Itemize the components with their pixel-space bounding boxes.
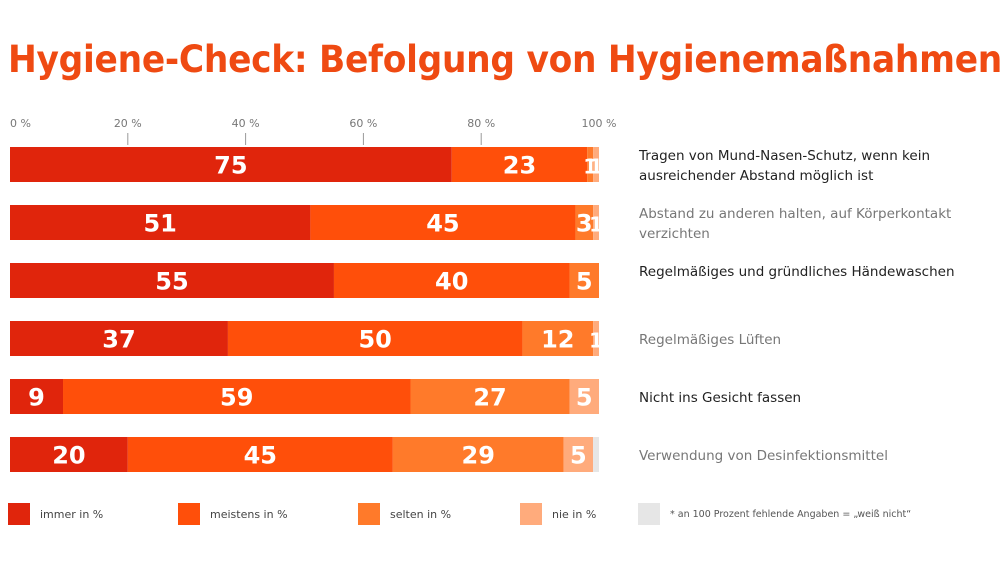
bar-segment: [227, 321, 523, 356]
bar-segment: [575, 205, 594, 240]
legend-label: nie in %: [552, 507, 597, 521]
bar-segment: [10, 147, 452, 182]
data-label: 20: [52, 442, 85, 470]
data-label: 45: [426, 210, 459, 238]
legend-label: immer in %: [40, 507, 104, 521]
bar-segment: [593, 205, 599, 240]
x-axis: 0 % 20 % 40 % 60 % 80 % 100 %: [10, 117, 616, 145]
data-label: 75: [214, 152, 247, 180]
chart-title: Hygiene-Check: Befolgung von Hygienemaßn…: [8, 38, 1000, 81]
data-label: 1: [589, 155, 603, 179]
data-label: 1: [589, 329, 603, 353]
legend-swatch: [358, 503, 380, 525]
data-label: 51: [143, 210, 176, 238]
data-label: 3: [576, 210, 593, 238]
footnote: * an 100 Prozent fehlende Angaben = „wei…: [638, 502, 911, 526]
legend-item: selten in %: [358, 502, 451, 526]
legend-item: meistens in %: [178, 502, 288, 526]
category-label: Regelmäßiges Lüften: [639, 332, 782, 348]
legend-label: selten in %: [390, 507, 452, 521]
bar-segment: [127, 437, 393, 472]
data-label: 45: [244, 442, 277, 470]
bar-segment: [451, 147, 588, 182]
bar-segment: [593, 147, 599, 182]
bar-row: 51 45 31: [10, 205, 603, 240]
data-label: 50: [358, 326, 391, 354]
bar-segment: [522, 321, 594, 356]
data-label: 5: [576, 268, 593, 296]
data-label: 12: [541, 326, 574, 354]
bar-segment: [10, 205, 311, 240]
x-tick-label: 80 %: [467, 117, 495, 130]
bar-segment: [333, 263, 570, 298]
data-label: 59: [220, 384, 253, 412]
bar-segment: [310, 205, 576, 240]
bar-segment: [10, 321, 228, 356]
data-label: 9: [28, 384, 45, 412]
bar-segment: [10, 263, 334, 298]
bar-row: 20 45 29 5: [10, 437, 599, 472]
bar-row: 9 59 27 5: [10, 379, 599, 414]
bar-segment: [569, 263, 599, 298]
legend-swatch: [8, 503, 30, 525]
data-label: 27: [473, 384, 506, 412]
data-label: 40: [435, 268, 468, 296]
data-label: 1: [589, 213, 603, 237]
x-tick-label: 60 %: [349, 117, 377, 130]
category-label: Regelmäßiges und gründliches Händewasche…: [639, 264, 955, 280]
bar-row: 55 40 5: [10, 263, 599, 298]
bar-segment: [593, 321, 599, 356]
data-label: 5: [570, 442, 587, 470]
footnote-swatch: [638, 503, 660, 525]
bar-segment: [10, 437, 128, 472]
data-label: 23: [503, 152, 536, 180]
bar-segment: [569, 379, 599, 414]
category-label: Tragen von Mund-Nasen-Schutz, wenn kein …: [639, 148, 931, 184]
x-tick-label: 100 %: [582, 117, 617, 130]
category-label: Abstand zu anderen halten, auf Körperkon…: [639, 206, 952, 242]
legend-swatch: [178, 503, 200, 525]
footnote-text: * an 100 Prozent fehlende Angaben = „wei…: [670, 508, 912, 520]
bar-segment: [410, 379, 570, 414]
legend-item: immer in %: [8, 502, 103, 526]
data-label: 37: [102, 326, 135, 354]
data-label: 55: [155, 268, 188, 296]
bar-row: 75 23 11: [10, 147, 603, 182]
x-tick-label: 40 %: [232, 117, 260, 130]
bar-segment: [63, 379, 411, 414]
x-tick-label: 0 %: [10, 117, 31, 130]
x-tick-label: 20 %: [114, 117, 142, 130]
legend-item: nie in %: [520, 502, 596, 526]
bar-segment: [587, 147, 594, 182]
category-label: Nicht ins Gesicht fassen: [639, 390, 802, 406]
data-label: 29: [462, 442, 495, 470]
legend-label: meistens in %: [210, 507, 288, 521]
bar-segment-unknown: [593, 437, 599, 472]
category-label: Verwendung von Desinfektionsmittel: [639, 448, 888, 464]
bar-segment: [392, 437, 564, 472]
bar-row: 37 50 12 1: [10, 321, 603, 356]
bar-segment: [563, 437, 594, 472]
bar-segment: [10, 379, 64, 414]
data-label: 5: [576, 384, 593, 412]
legend-swatch: [520, 503, 542, 525]
